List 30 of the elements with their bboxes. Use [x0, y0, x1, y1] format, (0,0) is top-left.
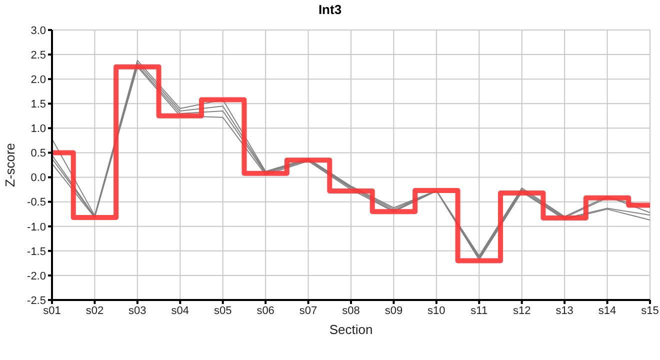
y-tick-label: 1.0: [30, 123, 46, 136]
y-tick-label: 3.0: [30, 24, 46, 37]
x-tick-label: s06: [256, 304, 274, 317]
y-tick-label: -0.5: [27, 196, 46, 209]
x-tick-label: s11: [470, 304, 488, 317]
y-tick-label: 1.5: [30, 98, 46, 111]
y-tick-label: -1.5: [27, 246, 46, 258]
y-tick-label: -1.0: [27, 221, 46, 234]
y-tick-label: 2.5: [30, 49, 46, 62]
x-tick-label: s09: [384, 304, 403, 317]
y-tick-label: -2.0: [27, 270, 46, 282]
x-tick-label: s07: [299, 304, 318, 317]
x-tick-label: s08: [342, 304, 360, 317]
x-axis-title: Section: [329, 322, 373, 337]
x-tick-label: s12: [512, 304, 531, 317]
x-tick-label: s15: [641, 304, 659, 317]
x-tick-label: s02: [86, 304, 104, 317]
y-tick-label: 2.0: [30, 74, 46, 86]
x-tick-label: s04: [171, 304, 190, 317]
y-axis-title: Z-score: [2, 142, 18, 188]
y-tick-label: 0.0: [30, 172, 46, 184]
x-tick-label: s10: [428, 304, 446, 317]
x-tick-label: s14: [598, 304, 616, 317]
x-tick-label: s01: [43, 304, 61, 317]
y-tick-label: -2.5: [27, 294, 46, 307]
x-tick-label: s05: [214, 304, 232, 317]
x-tick-label: s13: [556, 304, 574, 317]
chart-title: Int3: [317, 2, 343, 17]
y-tick-label: 0.5: [30, 148, 46, 160]
x-tick-label: s03: [128, 304, 146, 317]
